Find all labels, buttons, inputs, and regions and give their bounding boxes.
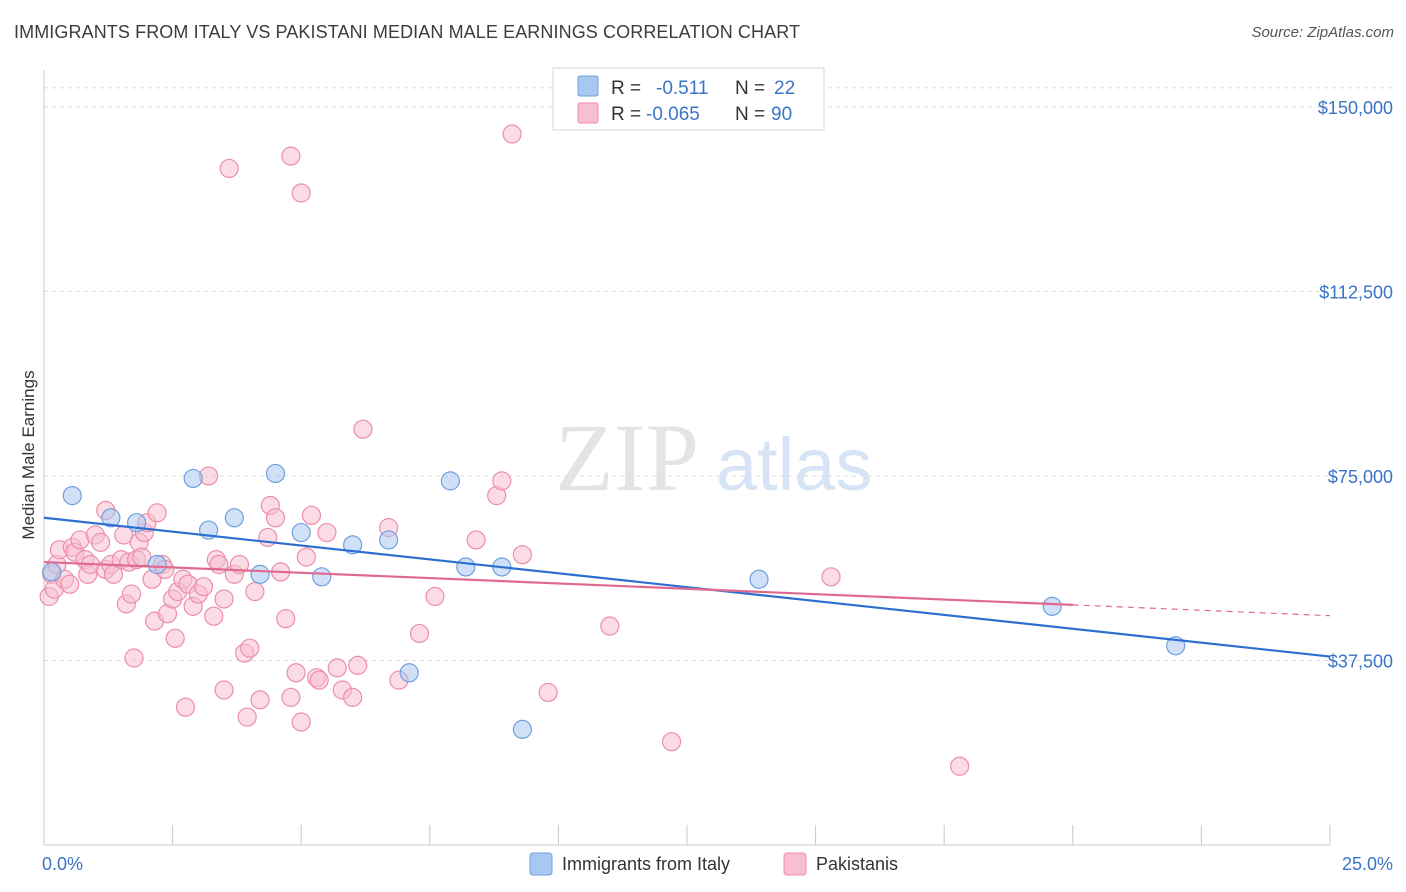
point-pakistanis-65 xyxy=(291,712,311,732)
point-italy-19 xyxy=(749,569,769,589)
point-italy-10 xyxy=(291,522,311,543)
point-pakistanis-57 xyxy=(250,690,270,710)
point-pakistanis-78 xyxy=(409,623,430,644)
point-pakistanis-82 xyxy=(492,471,512,491)
legend-r-value-italy: -0.511 xyxy=(656,78,708,99)
watermark-atlas: atlas xyxy=(716,423,872,506)
point-pakistanis-44 xyxy=(193,577,214,597)
point-pakistanis-32 xyxy=(147,503,167,523)
point-italy-4 xyxy=(147,554,167,575)
source-label: Source: ZipAtlas.com xyxy=(1251,24,1394,41)
legend-r-label-italy: R = xyxy=(611,78,641,99)
point-pakistanis-79 xyxy=(425,586,445,607)
point-pakistanis-66 xyxy=(296,547,316,567)
point-pakistanis-24 xyxy=(124,648,144,668)
point-pakistanis-62 xyxy=(276,609,296,629)
point-pakistanis-50 xyxy=(214,680,234,700)
watermark-zip: ZIP xyxy=(555,404,699,511)
point-pakistanis-46 xyxy=(204,606,224,626)
y-tick-label-0: $37,500 xyxy=(1328,651,1393,671)
point-pakistanis-75 xyxy=(353,419,373,439)
point-pakistanis-91 xyxy=(291,183,311,203)
x-tick-label-0: 0.0% xyxy=(42,854,83,874)
point-italy-14 xyxy=(399,663,419,683)
axes xyxy=(43,70,1331,846)
trend-line-pakistanis-extension xyxy=(1072,604,1331,617)
point-italy-13 xyxy=(379,530,399,550)
point-pakistanis-80 xyxy=(466,530,486,550)
point-italy-12 xyxy=(343,535,363,555)
point-pakistanis-83 xyxy=(512,545,532,565)
stats-legend: R = -0.511 N = 22 R = -0.065 N = 90 xyxy=(552,67,825,131)
legend-r-value-pakistanis: -0.065 xyxy=(646,104,700,125)
point-pakistanis-85 xyxy=(600,616,620,636)
point-italy-8 xyxy=(250,564,270,584)
point-pakistanis-40 xyxy=(175,697,196,717)
trend-lines xyxy=(43,516,1331,658)
legend-n-label-pakistanis: N = xyxy=(735,104,765,125)
point-pakistanis-87 xyxy=(821,567,841,587)
legend-r-label-pakistanis: R = xyxy=(611,104,641,125)
chart-title: IMMIGRANTS FROM ITALY VS PAKISTANI MEDIA… xyxy=(14,22,801,42)
series-legend-swatch-pakistanis xyxy=(783,852,807,876)
point-italy-15 xyxy=(440,471,460,491)
point-pakistanis-37 xyxy=(165,628,185,648)
point-italy-2 xyxy=(101,508,121,528)
legend-n-value-pakistanis: 90 xyxy=(771,104,792,125)
point-pakistanis-64 xyxy=(286,663,306,683)
point-pakistanis-14 xyxy=(90,532,111,552)
point-pakistanis-49 xyxy=(214,589,234,609)
point-italy-0 xyxy=(42,562,62,582)
point-pakistanis-48 xyxy=(209,554,229,575)
gridlines xyxy=(44,87,1394,661)
point-pakistanis-90 xyxy=(219,158,239,179)
legend-swatch-pakistanis xyxy=(577,102,599,124)
point-pakistanis-88 xyxy=(950,756,970,776)
point-italy-16 xyxy=(456,557,476,577)
point-pakistanis-54 xyxy=(237,707,257,727)
scatter-points xyxy=(39,124,1186,776)
legend-swatch-italy xyxy=(577,75,599,97)
y-tick-label-1: $75,000 xyxy=(1328,467,1393,487)
point-pakistanis-89 xyxy=(281,146,301,166)
y-tick-labels: $37,500 $75,000 $112,500 $150,000 xyxy=(1318,98,1393,672)
series-legend-label-italy: Immigrants from Italy xyxy=(562,854,730,874)
point-pakistanis-74 xyxy=(348,655,368,675)
series-legend-label-pakistanis: Pakistanis xyxy=(816,854,898,874)
point-pakistanis-67 xyxy=(301,505,322,525)
point-pakistanis-6 xyxy=(60,574,80,594)
point-pakistanis-56 xyxy=(245,581,265,602)
point-italy-7 xyxy=(224,508,244,528)
x-tick-label-1: 25.0% xyxy=(1342,854,1393,874)
series-legend-swatch-italy xyxy=(529,852,553,876)
y-tick-label-3: $150,000 xyxy=(1318,98,1393,118)
point-pakistanis-23 xyxy=(121,584,142,604)
trend-line-pakistanis xyxy=(43,560,1073,606)
series-legend: Immigrants from Italy Pakistanis xyxy=(529,852,898,876)
point-pakistanis-84 xyxy=(538,682,558,703)
point-italy-18 xyxy=(512,719,532,739)
trend-line-italy xyxy=(43,516,1331,658)
point-pakistanis-55 xyxy=(240,638,260,658)
point-pakistanis-73 xyxy=(343,687,363,707)
legend-n-value-italy: 22 xyxy=(774,78,795,99)
y-axis-title: Median Male Earnings xyxy=(19,370,38,539)
point-pakistanis-86 xyxy=(661,732,682,752)
x-tick-labels: 0.0% 25.0% xyxy=(42,854,1393,874)
point-italy-1 xyxy=(62,486,82,506)
legend-n-label-italy: N = xyxy=(735,78,765,99)
point-pakistanis-58 xyxy=(258,527,278,548)
point-italy-5 xyxy=(183,468,203,489)
point-italy-11 xyxy=(312,567,332,587)
point-italy-9 xyxy=(265,463,286,484)
point-pakistanis-71 xyxy=(327,658,347,678)
point-pakistanis-63 xyxy=(281,687,301,707)
point-italy-20 xyxy=(1042,596,1062,616)
point-pakistanis-69 xyxy=(309,670,329,690)
y-tick-label-2: $112,500 xyxy=(1319,282,1393,302)
point-pakistanis-92 xyxy=(502,124,522,144)
point-pakistanis-70 xyxy=(317,522,337,543)
point-pakistanis-60 xyxy=(265,508,286,528)
